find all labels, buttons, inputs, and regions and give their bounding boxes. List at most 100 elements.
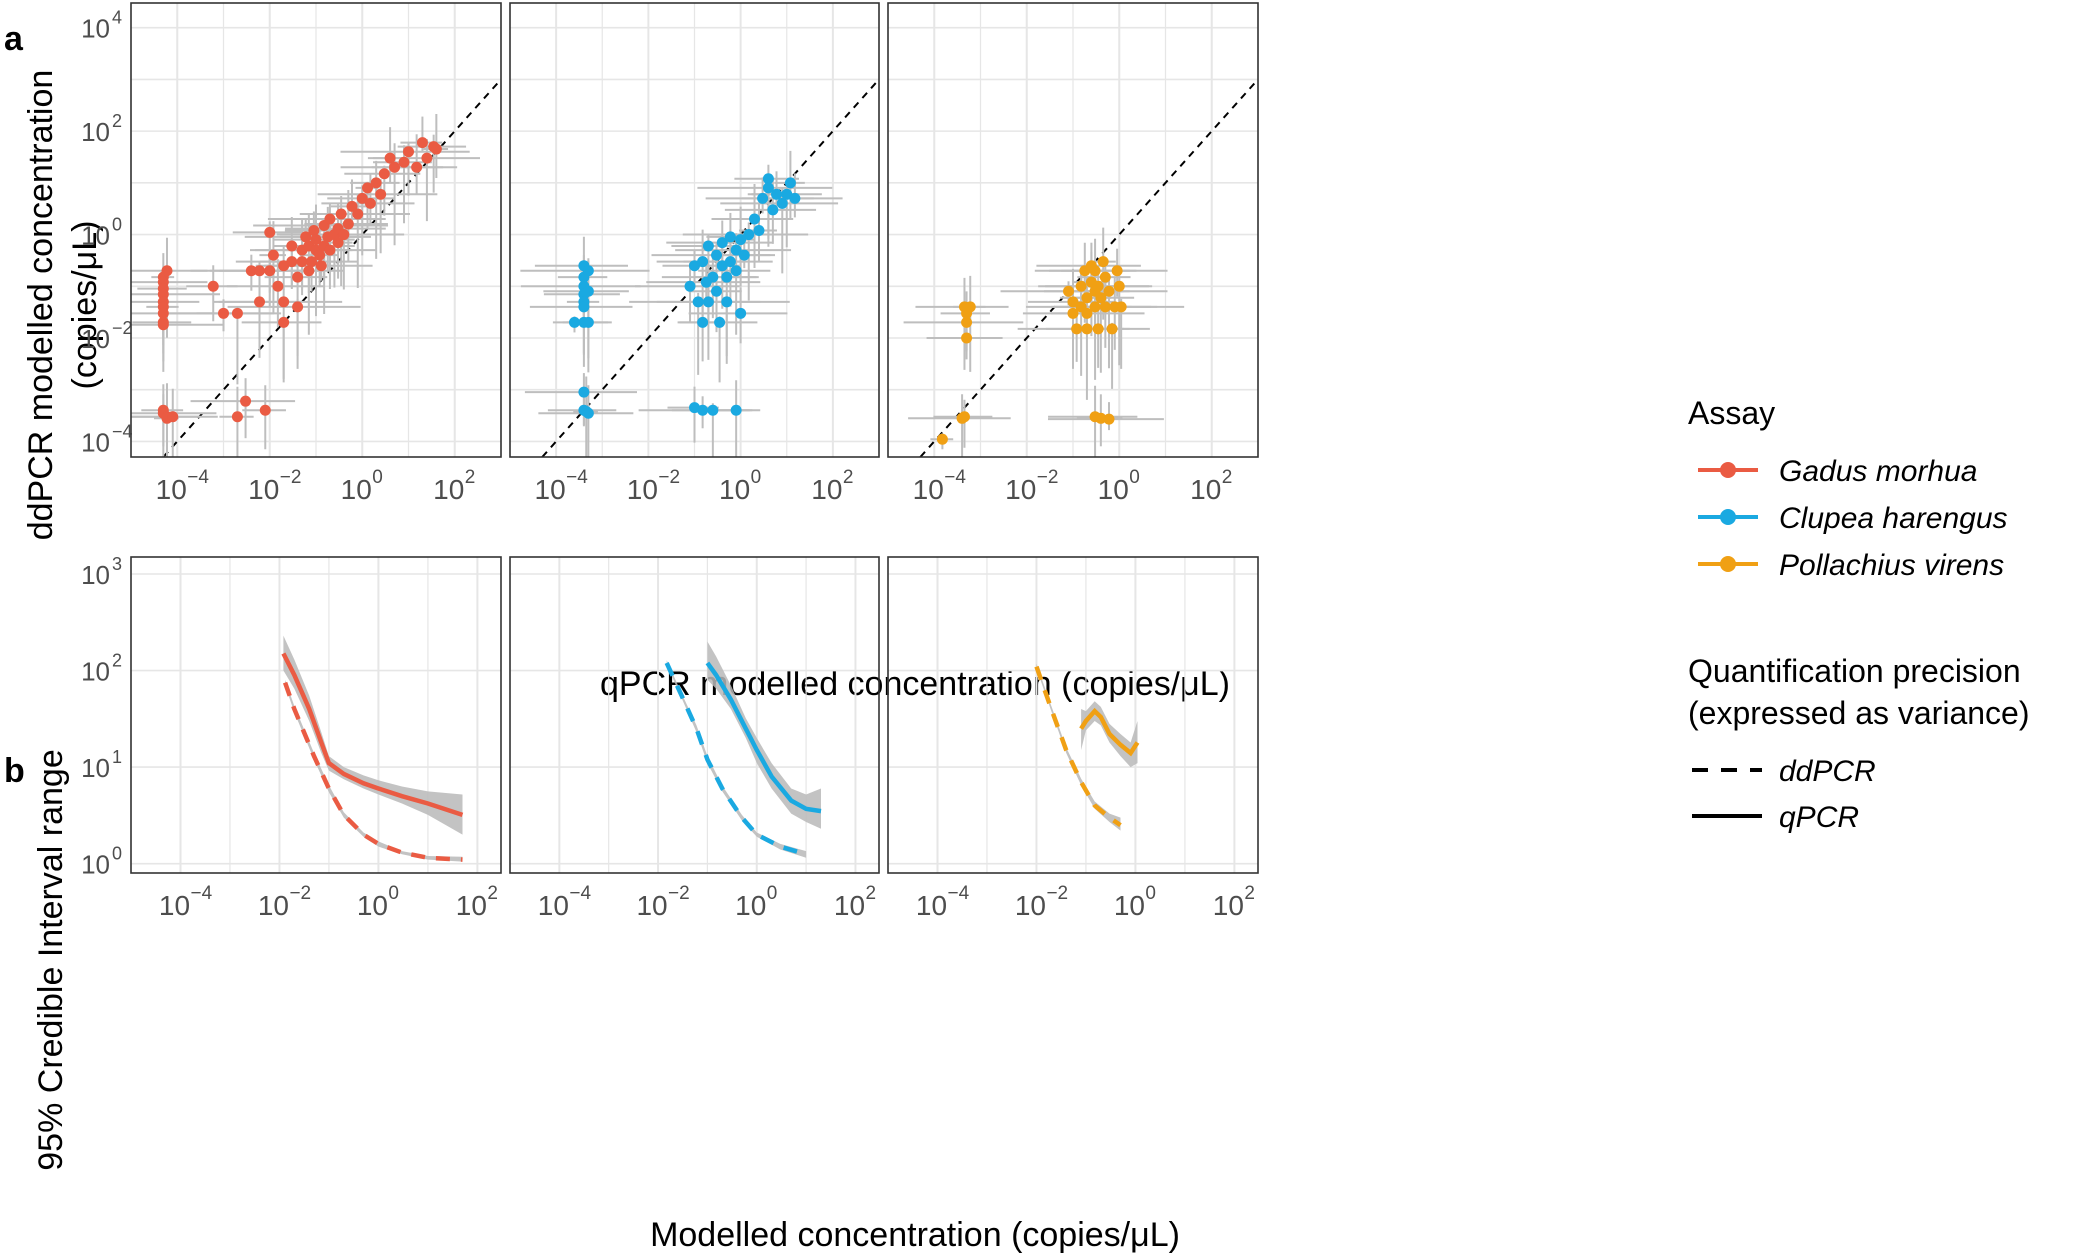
data-point [384,152,396,164]
data-point [714,316,726,328]
x-tick-exp: −2 [668,883,690,904]
x-tick-label: 10 0 [341,467,383,505]
x-tick-base: 10 [1005,474,1036,505]
panel-a-ylabel-line2: (copies/μL) [66,221,104,390]
data-point [711,249,723,261]
x-tick-label: 10 0 [357,883,399,921]
x-tick-exp: −2 [280,467,302,488]
data-point [578,301,590,313]
x-tick-base: 10 [627,474,658,505]
x-tick-base: 10 [341,474,372,505]
data-point [1099,271,1111,283]
data-point [689,260,700,272]
data-point [1106,323,1118,335]
y-tick-base: 10 [81,324,110,354]
data-point [1089,265,1101,277]
x-tick-exp: 2 [487,883,498,904]
facet-b-2: 10 −4 10 −2 10 0 10 2 [509,556,880,921]
data-point [1092,280,1104,292]
data-point [324,244,336,256]
data-point [724,256,736,268]
x-tick-base: 10 [719,474,750,505]
facet-plot-area [903,77,1258,457]
data-point [568,316,580,328]
legend-precision: Quantification precision (expressed as v… [1688,653,2029,834]
x-tick-label: 10 2 [1213,883,1255,921]
data-point [1075,280,1087,292]
data-point [362,182,374,194]
data-point [303,265,315,277]
panel-a-label: a [4,20,24,58]
data-point [582,316,594,328]
y-tick-exp: 1 [112,747,122,767]
facet-frame [509,556,880,874]
x-tick-base: 10 [1015,890,1046,921]
data-point [707,404,719,416]
x-tick-base: 10 [636,890,667,921]
data-point [310,234,322,246]
x-tick-base: 10 [1190,474,1221,505]
data-point [735,234,747,246]
y-tick-exp: 3 [112,554,122,574]
data-point [749,213,761,225]
x-tick-exp: 2 [1244,883,1255,904]
data-point [1099,301,1111,313]
panel-b-xlabel: Modelled concentration (copies/μL) [650,1216,1180,1254]
data-point [730,404,742,416]
data-point [308,224,320,236]
data-point [403,146,414,158]
data-point [378,168,390,180]
data-point [1092,323,1104,335]
legend-assay: Assay Gadus morhua Clupea harengus Polla… [1688,395,2008,582]
data-point [958,411,970,423]
data-point [278,260,290,272]
x-tick-label: 10 0 [719,467,761,505]
data-point [338,229,350,241]
data-point [1111,265,1123,277]
x-tick-exp: −2 [1046,883,1068,904]
data-point [278,296,290,308]
data-point [240,395,252,407]
data-point [292,301,304,313]
ddpcr-line [282,681,463,862]
data-point [286,240,298,252]
y-tick-base: 10 [81,427,110,457]
data-point [1063,285,1075,297]
y-tick-label: 10 1 [81,747,122,783]
data-point [578,386,590,398]
identity-line [919,77,1258,457]
y-tick-base: 10 [81,753,110,783]
legend-label-gadus: Gadus morhua [1779,455,1977,488]
data-point [324,213,336,225]
data-point [253,265,265,277]
x-tick-exp: 0 [767,883,778,904]
x-tick-base: 10 [811,474,842,505]
y-tick-label: 10 −2 [81,318,132,354]
data-point [231,307,243,319]
x-tick-label: 10 −2 [1005,467,1058,505]
data-point [375,188,387,200]
data-point [292,271,304,283]
data-point [352,208,364,220]
qpcr-line [281,652,464,818]
data-point [692,296,704,308]
data-point [702,240,714,252]
data-point [781,188,793,200]
ddpcr-ribbon [285,679,463,862]
data-point [314,249,326,261]
x-tick-label: 10 0 [1114,883,1156,921]
data-point [1081,323,1093,335]
data-point [1067,307,1079,319]
legend-dot-gadus [1720,462,1736,478]
y-tick-exp: −4 [112,421,133,441]
data-point [430,143,442,155]
data-point [335,208,347,220]
x-tick-base: 10 [433,474,464,505]
data-point [1103,285,1115,297]
y-tick-exp: 2 [112,111,122,131]
data-point [961,332,973,344]
data-point [259,404,271,416]
data-point [730,265,742,277]
data-point [356,192,368,204]
